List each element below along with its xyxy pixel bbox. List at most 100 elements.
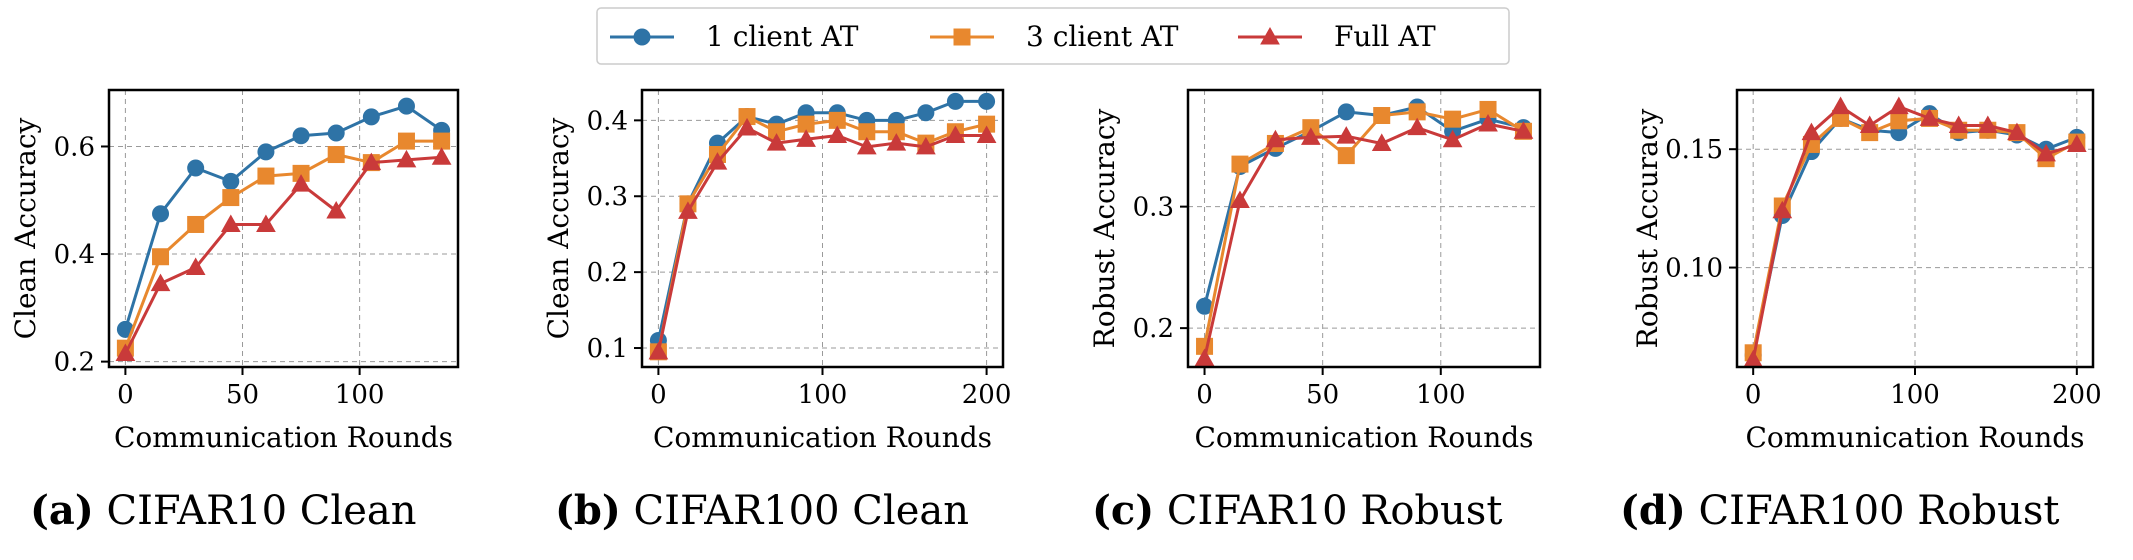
data-point <box>648 341 669 360</box>
panel-caption-text: CIFAR100 Clean <box>621 488 969 534</box>
data-point <box>1231 155 1249 173</box>
data-point <box>396 149 417 168</box>
data-point <box>152 205 170 223</box>
data-point <box>187 159 205 177</box>
data-point <box>737 117 757 136</box>
y-axis-label: Robust Accuracy <box>1631 109 1664 349</box>
series-line <box>656 126 987 353</box>
plot-frame <box>107 88 460 369</box>
y-axis-label: Clean Accuracy <box>9 117 42 339</box>
data-point <box>397 132 415 150</box>
data-point <box>976 125 997 144</box>
y-tick-label: 0.6 <box>54 132 95 162</box>
panel-caption-text: CIFAR10 Robust <box>1154 488 1502 534</box>
data-point <box>1300 127 1321 145</box>
series-full-at <box>1194 113 1534 366</box>
data-point <box>1230 190 1250 209</box>
panel-caption: (a) CIFAR10 Clean <box>30 487 416 534</box>
legend-label: 3 client AT <box>1026 20 1179 53</box>
data-point <box>256 214 276 232</box>
data-point <box>1371 133 1392 151</box>
panel-cifar10-robust: 0 50 100 0.2 0.3 Communication Rounds Robust A… <box>1088 88 1542 534</box>
data-point <box>1890 112 1908 130</box>
series-full-at <box>648 117 997 360</box>
grid <box>109 90 458 367</box>
x-tick-label: 100 <box>1416 380 1466 410</box>
data-point <box>1337 147 1355 165</box>
data-point <box>2036 143 2056 162</box>
y-tick-label: 0.2 <box>1133 314 1174 344</box>
data-point <box>1442 129 1463 148</box>
series-line <box>124 155 442 355</box>
data-point <box>1478 113 1498 132</box>
series-line <box>1203 107 1525 347</box>
data-point <box>326 200 347 219</box>
y-axis-label: Clean Accuracy <box>542 117 575 339</box>
data-point <box>292 127 310 145</box>
y-tick-label: 0.15 <box>1665 135 1723 165</box>
x-axis-label: Communication Rounds <box>1745 421 2084 454</box>
data-point <box>1772 200 1793 219</box>
data-point <box>222 189 240 207</box>
data-point <box>707 152 728 170</box>
data-point <box>327 124 345 142</box>
data-point <box>796 129 816 147</box>
data-point <box>1337 103 1355 121</box>
legend-marker <box>953 28 971 46</box>
data-point <box>152 248 170 266</box>
x-axis-label: Communication Rounds <box>114 421 453 454</box>
panel-letter: (d) <box>1620 487 1686 534</box>
data-point <box>433 132 451 150</box>
y-tick-label: 0.2 <box>587 258 628 288</box>
data-point <box>1407 117 1428 136</box>
x-tick-label: 200 <box>962 380 1012 410</box>
x-tick-label: 100 <box>1890 380 1940 410</box>
data-point <box>886 133 907 151</box>
data-point <box>856 136 877 155</box>
data-point <box>1801 122 1822 141</box>
series-line <box>1203 122 1524 359</box>
data-point <box>1948 115 1969 134</box>
grid <box>1188 90 1540 367</box>
panel-caption: (d) CIFAR100 Robust <box>1620 487 2059 534</box>
legend-item: 3 client AT <box>930 20 1179 53</box>
legend: 1 client AT 3 client AT Full AT <box>596 7 1510 65</box>
data-point <box>916 136 936 155</box>
data-point <box>1919 108 1940 126</box>
data-point <box>946 92 964 110</box>
x-tick-label: 0 <box>1745 380 1762 410</box>
series-line <box>123 139 442 349</box>
data-point <box>1373 107 1391 125</box>
panel-caption: (c) CIFAR10 Robust <box>1092 487 1502 534</box>
x-tick-label: 100 <box>335 380 385 410</box>
grid <box>1737 90 2093 367</box>
data-point <box>361 152 382 171</box>
data-point <box>1888 96 1909 115</box>
data-point <box>2066 134 2087 152</box>
data-point <box>257 167 275 185</box>
y-tick-label: 0.3 <box>1133 193 1174 223</box>
data-point <box>1444 110 1462 128</box>
data-point <box>1830 96 1851 115</box>
panel-caption: (b) CIFAR100 Clean <box>555 487 969 534</box>
data-point <box>1859 115 1880 134</box>
panel-caption-text: CIFAR10 Clean <box>94 488 417 534</box>
data-point <box>1194 348 1215 366</box>
legend-marker <box>633 28 651 46</box>
data-point <box>766 133 787 151</box>
data-point <box>187 215 205 233</box>
x-tick-label: 100 <box>798 380 848 410</box>
plot-frame <box>1186 88 1542 369</box>
x-tick-label: 50 <box>226 380 259 410</box>
y-tick-label: 0.3 <box>587 182 628 212</box>
panel-cifar10-clean: 0 50 100 0.2 0.4 0.6 Communication Rounds Clean… <box>9 88 460 534</box>
data-point <box>1513 121 1534 139</box>
data-point <box>257 143 275 161</box>
x-axis-label: Communication Rounds <box>1194 421 1533 454</box>
data-point <box>327 146 345 164</box>
legend-label: 1 client AT <box>706 20 859 53</box>
y-tick-label: 0.4 <box>587 106 628 136</box>
x-tick-label: 0 <box>1196 380 1213 410</box>
x-tick-label: 0 <box>117 380 134 410</box>
y-tick-label: 0.4 <box>54 240 95 270</box>
